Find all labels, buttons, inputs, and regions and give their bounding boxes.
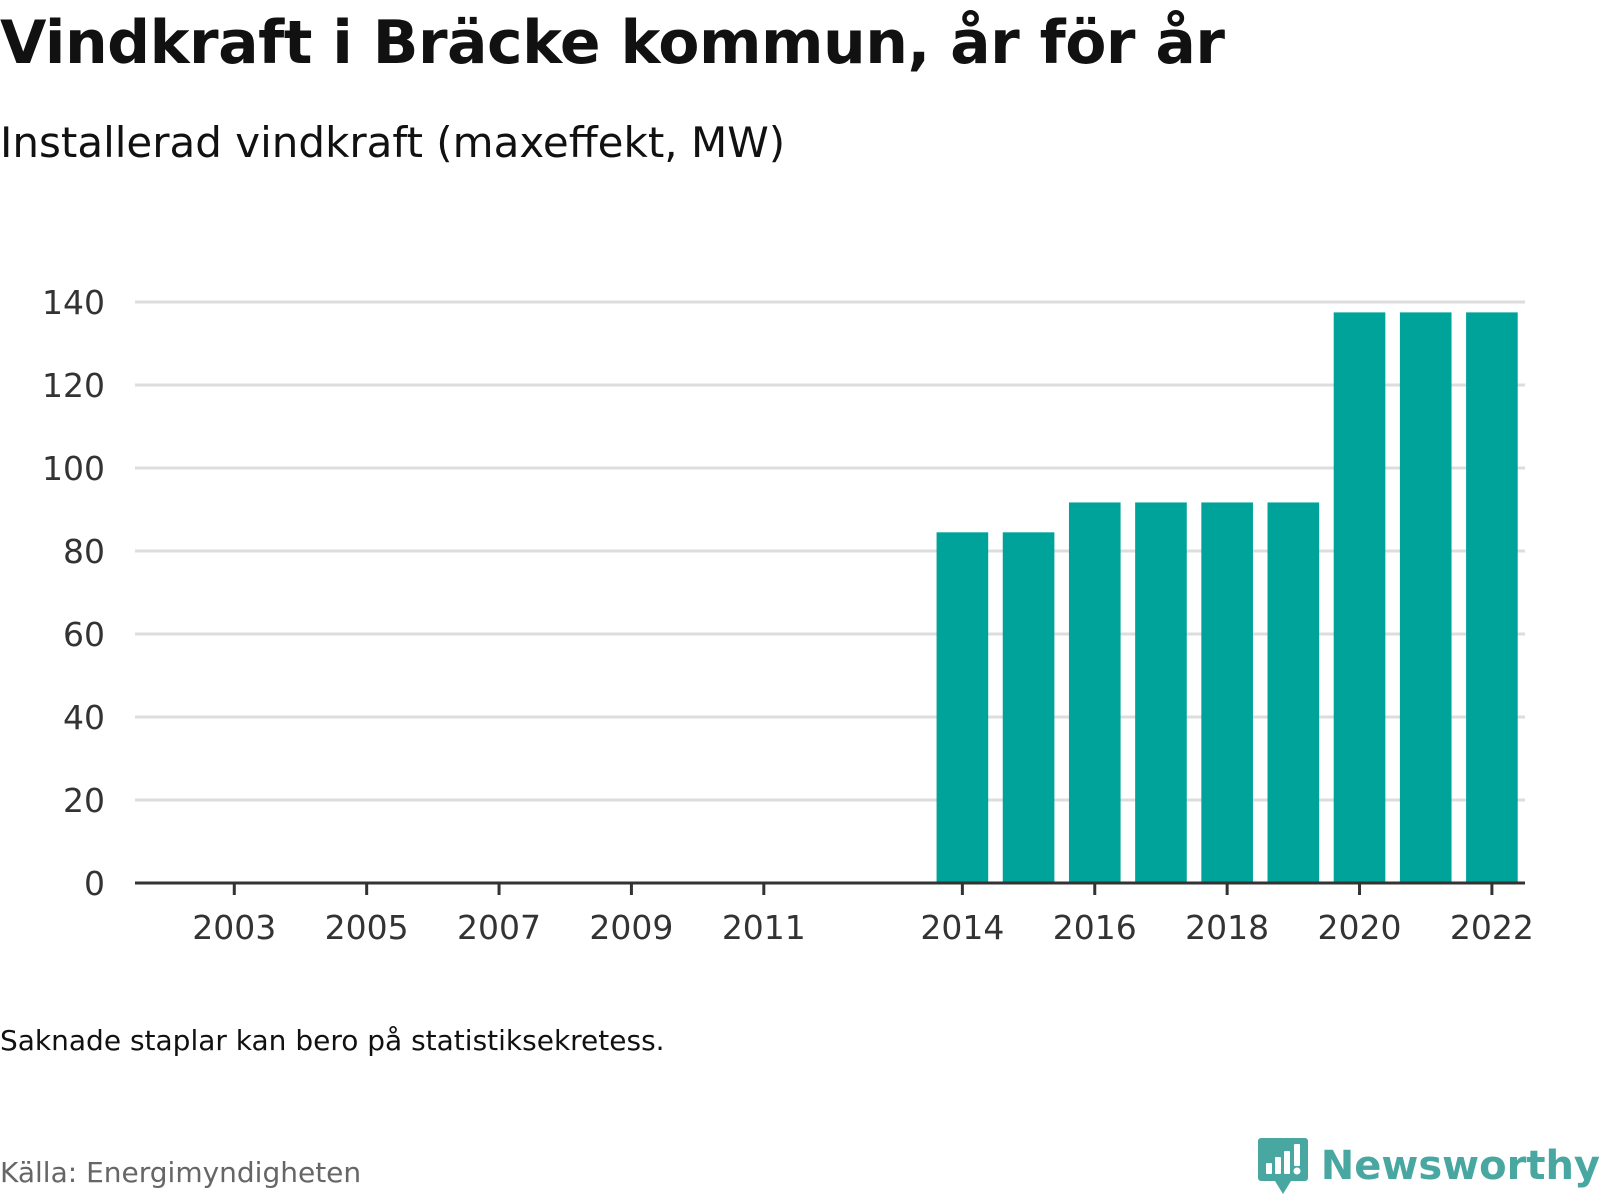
x-tick-label: 2014 [920,908,1004,947]
bar-2015 [1002,532,1055,883]
bar-2018 [1201,502,1253,883]
x-tick-label: 2007 [457,908,541,947]
y-tick-labels: 0 20 40 60 80 100 120 140 [42,283,105,903]
y-tick-label: 20 [63,781,105,820]
bars [936,312,1518,883]
x-tick-label: 2018 [1185,908,1269,947]
source-text: Källa: Energimyndigheten [0,1156,362,1189]
x-tick-label: 2011 [722,908,806,947]
x-tick-labels: 2003 2005 2007 2009 2011 2014 2016 2018 2020 2022 [192,908,1534,947]
y-tick-label: 60 [63,615,105,654]
bar-2022 [1466,312,1518,883]
x-tick-label: 2020 [1318,908,1402,947]
bar-2019 [1267,502,1320,883]
chart-subtitle: Installerad vindkraft (maxeffekt, MW) [0,118,786,167]
x-tick-label: 2016 [1053,908,1137,947]
x-tick-label: 2022 [1450,908,1534,947]
y-tick-label: 0 [84,864,105,903]
bar-2021 [1399,312,1452,883]
brand-name: Newsworthy [1320,1143,1600,1189]
bar-chart-icon [1257,1138,1308,1194]
x-axis [135,881,1525,895]
y-tick-label: 140 [42,283,105,322]
footnote: Saknade staplar kan bero på statistiksek… [0,1024,665,1057]
bar-2014 [936,532,989,883]
bar-2017 [1135,502,1187,883]
x-tick-label: 2003 [192,908,276,947]
chart-title: Vindkraft i Bräcke kommun, år för år [0,8,1225,78]
y-tick-label: 80 [63,532,105,571]
bar-2016 [1068,502,1121,883]
bar-2020 [1333,312,1386,883]
brand-logo: Newsworthy [1257,1136,1600,1196]
y-tick-label: 40 [63,698,105,737]
y-tick-label: 120 [42,366,105,405]
x-tick-label: 2005 [325,908,409,947]
grid-lines [135,300,1525,802]
y-tick-label: 100 [42,449,105,488]
x-tick-label: 2009 [589,908,673,947]
